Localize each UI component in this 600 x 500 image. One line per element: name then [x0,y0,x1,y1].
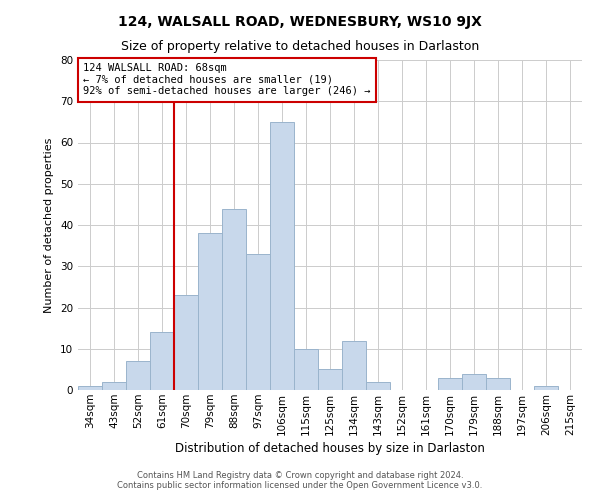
Y-axis label: Number of detached properties: Number of detached properties [44,138,55,312]
Bar [126,361,150,390]
Text: 124 WALSALL ROAD: 68sqm
← 7% of detached houses are smaller (19)
92% of semi-det: 124 WALSALL ROAD: 68sqm ← 7% of detached… [83,64,371,96]
Bar [198,233,222,390]
Bar [102,382,126,390]
Bar [78,386,102,390]
Text: Contains HM Land Registry data © Crown copyright and database right 2024.
Contai: Contains HM Land Registry data © Crown c… [118,470,482,490]
Bar [342,340,366,390]
Bar [174,295,198,390]
Bar [366,382,390,390]
Bar [534,386,558,390]
Bar [222,208,246,390]
Text: 124, WALSALL ROAD, WEDNESBURY, WS10 9JX: 124, WALSALL ROAD, WEDNESBURY, WS10 9JX [118,15,482,29]
Bar [318,370,342,390]
Text: Size of property relative to detached houses in Darlaston: Size of property relative to detached ho… [121,40,479,53]
Bar [150,332,174,390]
Bar [438,378,462,390]
Bar [270,122,294,390]
Bar [246,254,270,390]
Bar [486,378,510,390]
Bar [462,374,486,390]
X-axis label: Distribution of detached houses by size in Darlaston: Distribution of detached houses by size … [175,442,485,455]
Bar [294,349,318,390]
